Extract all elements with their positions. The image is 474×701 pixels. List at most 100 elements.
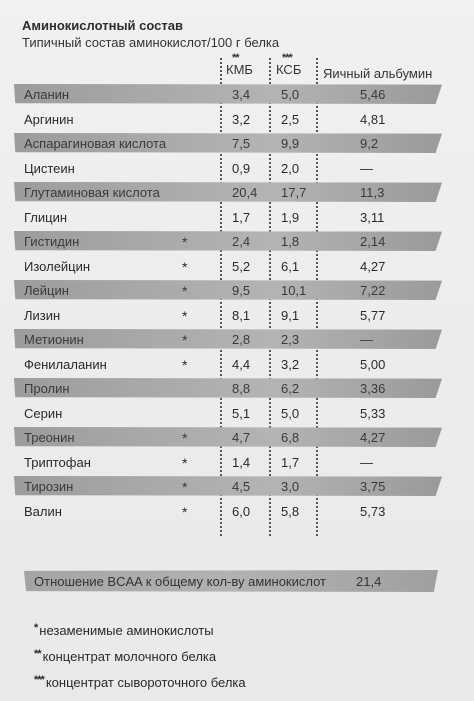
amino-acid-name: Гистидин [24,234,80,249]
ksb-value: 3,2 [281,356,300,372]
page-subtitle: Типичный состав аминокислот/100 г белка [22,35,280,50]
table-row: Метионин * 2,8 2,3 — [0,329,474,351]
footnote-text: незаменимые аминокислоты [39,623,214,638]
footnote-text: концентрат сывороточного белка [45,675,246,690]
kmb-value: 8,8 [232,381,251,396]
column-header-kmb-label: КМБ [226,62,253,77]
ksb-value: 1,9 [281,209,300,225]
footnote: ** концентрат молочного белка [34,648,216,664]
egg-albumin-value: 3,75 [360,479,386,494]
table-row: Глицин 1,7 1,9 3,11 [0,207,474,229]
footnote: * незаменимые аминокислоты [34,622,214,638]
kmb-value: 4,5 [232,479,251,494]
egg-albumin-value: 5,46 [360,87,386,102]
ksb-value: 2,3 [281,332,300,347]
bcaa-value: 21,4 [356,574,382,589]
bcaa-band [24,570,438,592]
footnote-mark: * [34,622,38,634]
table-row: Лизин * 8,1 9,1 5,77 [0,305,474,327]
ksb-value: 17,7 [281,185,307,200]
kmb-value: 1,7 [232,209,251,225]
row-band [14,329,442,349]
table-row: Гистидин * 2,4 1,8 2,14 [0,231,474,253]
row-band [14,280,442,300]
kmb-value: 0,9 [232,160,251,176]
ksb-value: 6,1 [281,258,300,274]
amino-acid-name: Глицин [24,209,68,225]
bcaa-label: Отношение BCAA к общему кол-ву аминокисл… [34,574,327,589]
essential-marker: * [182,283,188,299]
egg-albumin-value: 4,81 [360,111,386,127]
ksb-value: 2,0 [281,160,300,176]
footnote: *** концентрат сывороточного белка [34,674,246,690]
amino-acid-name: Пролин [24,381,70,396]
table-row: Изолейцин * 5,2 6,1 4,27 [0,256,474,278]
amino-acid-name: Серин [24,405,63,421]
egg-albumin-value: — [360,332,373,347]
kmb-value: 7,5 [232,136,251,151]
table-row: Серин 5,1 5,0 5,33 [0,403,474,425]
ksb-value: 5,0 [281,87,300,102]
kmb-value: 5,2 [232,258,251,274]
essential-marker: * [182,332,188,348]
egg-albumin-value: 5,77 [360,307,386,323]
amino-acid-name: Лизин [24,307,61,323]
footnote-mark: *** [34,674,45,686]
kmb-value: 1,4 [232,454,251,470]
essential-marker: * [182,356,188,373]
ksb-value: 10,1 [281,283,307,298]
amino-acid-name: Аланин [24,87,70,102]
column-header-kmb-stars: ** [232,52,240,64]
egg-albumin-value: 4,27 [360,430,386,445]
footnote-mark: ** [34,648,42,660]
egg-albumin-value: 4,27 [360,258,386,274]
ksb-value: 5,8 [281,503,300,519]
table-row: Треонин * 4,7 6,8 4,27 [0,427,474,449]
table-row: Аспарагиновая кислота 7,5 9,9 9,2 [0,133,474,155]
amino-acid-name: Аргинин [24,111,74,127]
row-band [14,84,442,104]
column-header-ksb: *** КСБ [276,53,302,78]
ksb-value: 9,1 [281,307,300,323]
amino-acid-name: Аспарагиновая кислота [24,136,167,151]
kmb-value: 9,5 [232,283,251,298]
egg-albumin-value: 5,00 [360,356,386,372]
egg-albumin-value: 3,11 [360,209,385,225]
kmb-value: 6,0 [232,503,251,519]
row-band [14,231,442,251]
column-header-ksb-label: КСБ [276,62,302,77]
kmb-value: 20,4 [232,185,258,200]
kmb-value: 4,4 [232,356,251,372]
essential-marker: * [182,454,188,471]
kmb-value: 2,8 [232,332,251,347]
ksb-value: 2,5 [281,111,300,127]
table-row: Тирозин * 4,5 3,0 3,75 [0,476,474,498]
ksb-value: 1,7 [281,454,300,470]
egg-albumin-value: 11,3 [360,185,385,200]
egg-albumin-value: — [360,160,373,176]
table-row: Лейцин * 9,5 10,1 7,22 [0,280,474,302]
kmb-value: 3,4 [232,87,251,102]
amino-acid-name: Тирозин [24,479,74,494]
essential-marker: * [182,430,188,446]
amino-acid-name: Треонин [24,430,75,445]
row-band [14,182,442,202]
footnote-text: концентрат молочного белка [42,649,217,664]
egg-albumin-value: 2,14 [360,234,386,249]
ksb-value: 6,8 [281,430,300,445]
table-row: Глутаминовая кислота 20,4 17,7 11,3 [0,182,474,204]
table-row: Аланин 3,4 5,0 5,46 [0,84,474,106]
kmb-value: 2,4 [232,234,251,249]
essential-marker: * [182,307,188,324]
amino-acid-name: Изолейцин [24,258,91,274]
amino-acid-name: Цистеин [24,160,75,176]
egg-albumin-value: 3,36 [360,381,386,396]
egg-albumin-value: 7,22 [360,283,386,298]
table-row: Цистеин 0,9 2,0 — [0,158,474,180]
kmb-value: 8,1 [232,307,251,323]
table-row: Фенилаланин * 4,4 3,2 5,00 [0,354,474,376]
egg-albumin-value: 9,2 [360,136,379,151]
amino-acid-name: Триптофан [24,454,91,470]
essential-marker: * [182,479,188,495]
ksb-value: 1,8 [281,234,300,249]
